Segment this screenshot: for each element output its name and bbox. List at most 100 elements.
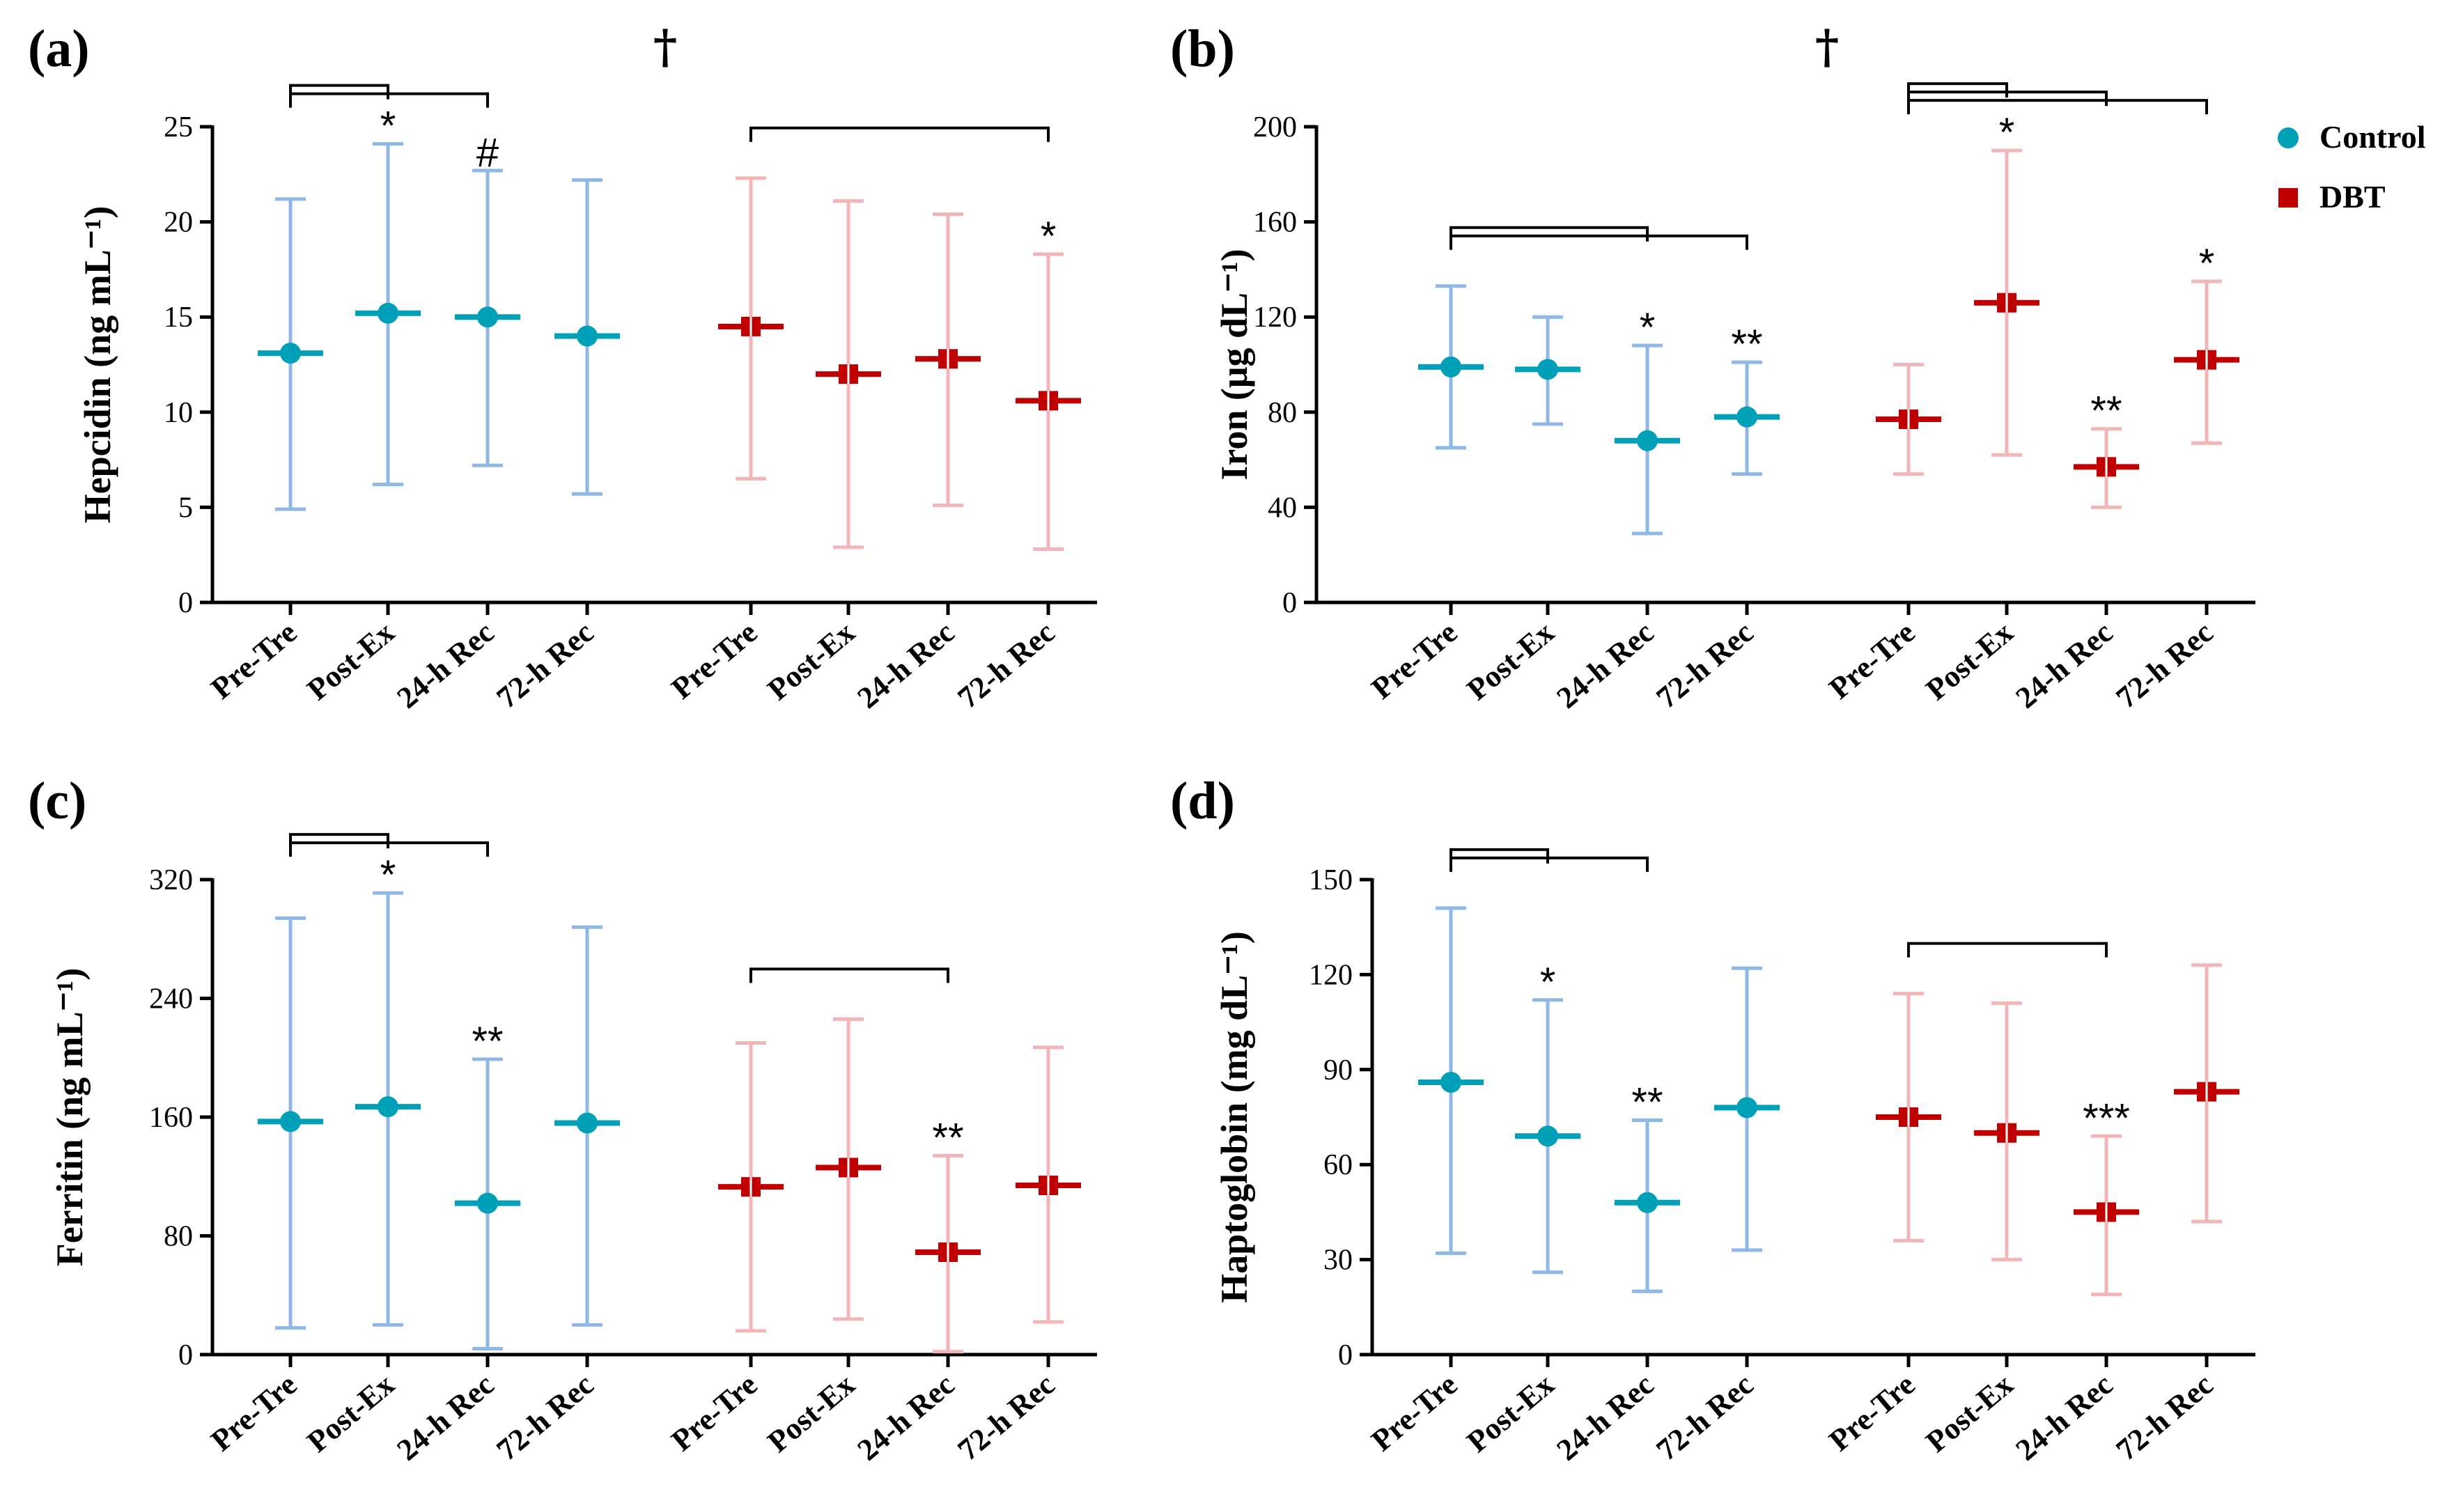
mean-marker-circle xyxy=(477,306,498,328)
x-tick-label: Post-Ex xyxy=(761,615,862,707)
dbt-point xyxy=(816,1017,881,1321)
x-tick-label: Pre-Tre xyxy=(1365,1367,1464,1458)
control-point xyxy=(1615,1119,1680,1293)
significance-label: ** xyxy=(1731,322,1762,367)
control-point xyxy=(258,197,323,511)
x-tick-label: 24-h Rec xyxy=(391,1367,501,1467)
mean-marker-circle xyxy=(1637,430,1658,451)
significance-label: * xyxy=(380,852,396,898)
control-point xyxy=(258,916,323,1330)
significance-bracket: * xyxy=(1449,848,1555,1005)
y-tick-label: 160 xyxy=(149,1102,193,1134)
dbt-point xyxy=(915,212,981,508)
panel-letter: (a) xyxy=(28,20,90,78)
y-tick-label: 320 xyxy=(149,864,193,896)
x-tick-label: Post-Ex xyxy=(1461,1367,1561,1459)
significance-bracket: ** xyxy=(749,967,964,1160)
y-axis-label: Hepcidin (ng mL⁻¹) xyxy=(77,206,118,524)
bracket-line xyxy=(1449,856,1649,872)
significance-label: ** xyxy=(2090,389,2122,434)
y-axis-label: Ferritin (ng mL⁻¹) xyxy=(49,968,91,1267)
dbt-point xyxy=(2174,279,2239,445)
x-tick-label: 24-h Rec xyxy=(1550,1367,1661,1467)
bracket-line xyxy=(1449,234,1748,250)
x-tick-label: 24-h Rec xyxy=(391,615,501,715)
x-tick-label: 72-h Rec xyxy=(1650,615,1760,715)
panel-letter: (d) xyxy=(1170,772,1235,830)
x-tick-label: Pre-Tre xyxy=(1823,615,1922,706)
y-tick-label: 30 xyxy=(1323,1245,1353,1277)
x-tick-label: Post-Ex xyxy=(301,615,401,707)
dbt-point xyxy=(2174,963,2239,1224)
y-tick-label: 90 xyxy=(1323,1054,1353,1086)
mean-marker-circle xyxy=(378,302,398,324)
mean-marker-circle xyxy=(280,343,301,364)
legend: Control DBT xyxy=(2278,119,2426,215)
y-tick-label: 20 xyxy=(164,207,193,239)
control-point xyxy=(1714,360,1780,476)
significance-bracket: # xyxy=(289,92,499,176)
mean-marker-circle xyxy=(1637,1192,1658,1213)
significance-bracket: ** xyxy=(289,841,504,1064)
x-tick-label: 72-h Rec xyxy=(490,615,600,715)
dbt-point xyxy=(1974,1001,2039,1262)
y-tick-label: 150 xyxy=(1309,864,1353,896)
dbt-point xyxy=(718,1041,784,1333)
mean-marker-circle xyxy=(280,1111,301,1132)
x-tick-label: Pre-Tre xyxy=(665,1367,764,1458)
x-tick-label: 24-h Rec xyxy=(2010,1367,2120,1467)
significance-bracket: ** xyxy=(1449,234,1763,367)
dbt-point xyxy=(1876,992,1941,1242)
x-tick-label: 72-h Rec xyxy=(2110,1367,2220,1467)
legend-square-marker xyxy=(2278,188,2298,208)
mean-marker-circle xyxy=(577,325,598,347)
y-tick-label: 10 xyxy=(164,397,193,429)
x-tick-label: 72-h Rec xyxy=(1650,1367,1760,1467)
control-point xyxy=(1515,998,1580,1275)
x-tick-label: 24-h Rec xyxy=(851,615,961,715)
mean-marker-circle xyxy=(1736,1097,1757,1119)
significance-bracket: * xyxy=(1907,99,2215,286)
x-tick-label: Post-Ex xyxy=(301,1367,401,1459)
dbt-point xyxy=(1016,252,1081,552)
x-tick-label: Pre-Tre xyxy=(665,615,764,706)
y-tick-label: 80 xyxy=(164,1221,193,1253)
x-tick-label: 24-h Rec xyxy=(1550,615,1661,715)
bracket-line xyxy=(289,841,489,857)
mean-marker-circle xyxy=(1440,1071,1461,1093)
control-point xyxy=(554,925,620,1327)
y-tick-label: 0 xyxy=(178,1339,193,1371)
y-tick-label: 5 xyxy=(178,492,193,524)
legend-label: Control xyxy=(2319,119,2426,155)
y-axis-label: Iron (μg dL⁻¹) xyxy=(1213,249,1255,480)
x-tick-label: 24-h Rec xyxy=(851,1367,961,1467)
y-tick-label: 60 xyxy=(1323,1149,1353,1181)
mean-marker-circle xyxy=(1537,359,1558,380)
panel-c: (c) 0 80 160 240 320 Ferritin (ng mL⁻¹) Pre-Tre… xyxy=(28,772,1097,1467)
legend-item-dbt: DBT xyxy=(2278,179,2386,215)
legend-circle-marker xyxy=(2278,127,2299,148)
dagger-mark: † xyxy=(1815,20,1840,74)
x-tick-label: Post-Ex xyxy=(761,1367,862,1459)
bracket-line xyxy=(289,92,489,108)
x-tick-label: Post-Ex xyxy=(1461,615,1561,707)
dbt-point xyxy=(1016,1045,1081,1324)
significance-label: * xyxy=(2199,241,2215,286)
significance-label: * xyxy=(1999,110,2015,155)
x-tick-label: Post-Ex xyxy=(1920,1367,2020,1459)
significance-label: *** xyxy=(2083,1096,2130,1141)
panel-letter: (c) xyxy=(28,772,86,830)
y-tick-label: 0 xyxy=(178,587,193,619)
significance-label: * xyxy=(380,104,396,149)
x-tick-label: 24-h Rec xyxy=(2010,615,2120,715)
bracket-line xyxy=(749,126,1050,142)
x-tick-label: Pre-Tre xyxy=(1365,615,1464,706)
y-tick-label: 200 xyxy=(1253,111,1297,143)
y-tick-label: 160 xyxy=(1253,207,1297,239)
mean-marker-circle xyxy=(1537,1125,1558,1147)
mean-marker-circle xyxy=(1440,356,1461,377)
significance-label: ** xyxy=(1631,1080,1663,1125)
